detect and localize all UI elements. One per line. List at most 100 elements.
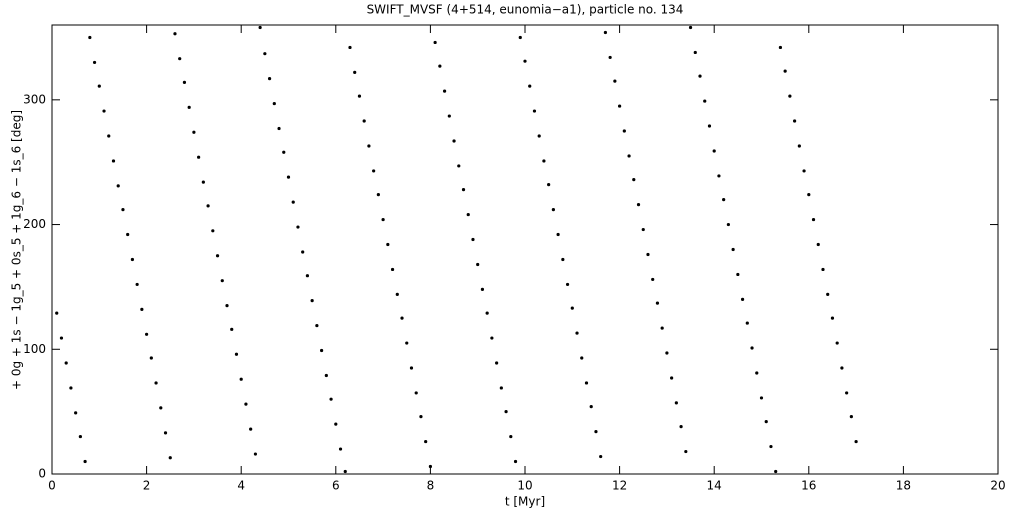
point bbox=[835, 341, 839, 345]
x-tick-label: 2 bbox=[143, 479, 151, 493]
x-tick-label: 18 bbox=[896, 479, 911, 493]
point bbox=[480, 287, 485, 292]
point bbox=[532, 109, 537, 113]
point bbox=[452, 139, 456, 143]
point bbox=[830, 316, 835, 320]
point bbox=[665, 351, 669, 355]
point bbox=[551, 207, 555, 212]
point bbox=[523, 59, 527, 63]
point bbox=[816, 242, 820, 247]
point bbox=[381, 217, 385, 222]
point bbox=[513, 459, 518, 464]
point bbox=[282, 150, 286, 154]
point bbox=[485, 311, 489, 315]
point bbox=[55, 311, 59, 315]
point bbox=[580, 356, 584, 360]
point bbox=[622, 129, 626, 133]
point bbox=[632, 178, 636, 182]
point bbox=[575, 331, 579, 335]
x-tick-label: 8 bbox=[427, 479, 435, 493]
point bbox=[684, 449, 688, 454]
point bbox=[688, 25, 693, 30]
point bbox=[145, 332, 149, 336]
point bbox=[130, 257, 135, 262]
y-tick-label: 0 bbox=[38, 467, 46, 481]
point bbox=[802, 169, 806, 173]
point bbox=[703, 99, 707, 103]
y-tick-label: 300 bbox=[23, 92, 46, 106]
point bbox=[140, 307, 144, 311]
point bbox=[220, 279, 224, 283]
point bbox=[774, 469, 778, 474]
point bbox=[457, 164, 461, 168]
point bbox=[584, 381, 589, 385]
point bbox=[353, 70, 357, 74]
point bbox=[338, 447, 343, 451]
plot-frame bbox=[51, 24, 999, 475]
point bbox=[726, 222, 730, 227]
point bbox=[230, 327, 234, 331]
point bbox=[357, 94, 362, 98]
point bbox=[201, 180, 205, 184]
x-tick-label: 20 bbox=[990, 479, 1005, 493]
point bbox=[490, 336, 494, 340]
point bbox=[92, 60, 97, 65]
point bbox=[234, 352, 239, 356]
point bbox=[74, 411, 78, 415]
point bbox=[301, 250, 305, 254]
point bbox=[636, 203, 641, 207]
point bbox=[197, 155, 201, 159]
point bbox=[755, 371, 759, 375]
point bbox=[769, 444, 773, 449]
y-axis-label: + 0g + 1s − 1g_5 + 0s_5 + 1g_6 − 1s_6 [d… bbox=[10, 110, 24, 390]
point bbox=[372, 169, 376, 173]
point bbox=[461, 188, 466, 192]
point bbox=[424, 439, 428, 444]
point bbox=[116, 184, 120, 188]
point bbox=[135, 282, 139, 287]
point bbox=[414, 391, 418, 395]
point bbox=[518, 35, 522, 40]
point bbox=[277, 126, 281, 131]
point bbox=[854, 439, 858, 444]
point bbox=[258, 25, 262, 30]
point bbox=[154, 381, 158, 385]
x-axis-label: t [Myr] bbox=[505, 495, 545, 509]
point bbox=[783, 69, 787, 73]
y-tick-label: 100 bbox=[23, 342, 46, 356]
point bbox=[707, 124, 712, 128]
point bbox=[821, 267, 825, 272]
point bbox=[211, 229, 215, 233]
point bbox=[173, 32, 177, 36]
point bbox=[849, 415, 853, 419]
point bbox=[807, 193, 811, 197]
point bbox=[419, 415, 423, 419]
point bbox=[442, 89, 447, 93]
point bbox=[759, 396, 764, 400]
x-tick-label: 0 bbox=[48, 479, 56, 493]
point bbox=[225, 304, 229, 308]
point bbox=[405, 341, 409, 345]
point bbox=[603, 30, 608, 35]
point bbox=[324, 373, 328, 378]
point bbox=[64, 361, 68, 365]
point bbox=[764, 420, 768, 424]
x-tick-label: 16 bbox=[801, 479, 816, 493]
point bbox=[367, 144, 371, 148]
point bbox=[253, 452, 257, 456]
point bbox=[433, 40, 437, 45]
point bbox=[641, 227, 645, 232]
point bbox=[168, 456, 172, 460]
x-tick-label: 6 bbox=[332, 479, 340, 493]
point bbox=[244, 402, 248, 406]
x-tick-label: 14 bbox=[707, 479, 722, 493]
point bbox=[192, 130, 196, 134]
point bbox=[272, 101, 276, 106]
y-tick-label: 200 bbox=[23, 217, 46, 231]
point bbox=[239, 377, 243, 381]
point bbox=[121, 207, 125, 212]
point bbox=[206, 204, 210, 208]
point bbox=[736, 272, 740, 277]
point bbox=[811, 217, 816, 222]
